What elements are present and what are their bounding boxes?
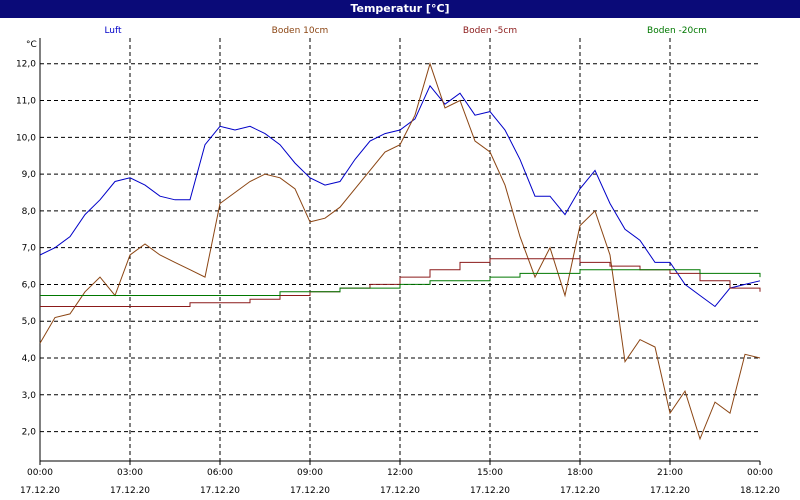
x-tick-date-label: 17.12.20 [650, 486, 690, 496]
grid-layer [40, 38, 760, 461]
x-tick-date-label: 17.12.20 [20, 486, 60, 496]
series-line [39, 84, 761, 308]
x-tick-time-label: 00:00 [747, 468, 773, 478]
series-line [39, 62, 761, 441]
legend-entry: Luft [104, 26, 122, 36]
x-tick-time-label: 03:00 [117, 468, 143, 478]
y-tick-label: 10,0 [16, 133, 36, 143]
y-tick-label: 4,0 [22, 354, 37, 364]
x-tick-time-label: 15:00 [477, 468, 503, 478]
y-axis-unit-label: °C [26, 40, 37, 50]
x-tick-time-label: 09:00 [297, 468, 323, 478]
y-tick-label: 2,0 [22, 428, 37, 438]
y-tick-label: 11,0 [16, 97, 36, 107]
x-tick-date-label: 17.12.20 [560, 486, 600, 496]
y-tick-label: 8,0 [22, 207, 37, 217]
legend-entry: Boden -20cm [647, 26, 707, 36]
x-tick-time-label: 00:00 [27, 468, 53, 478]
x-tick-date-label: 17.12.20 [110, 486, 150, 496]
y-tick-label: 12,0 [16, 60, 36, 70]
series-layer [39, 62, 761, 441]
x-tick-date-label: 17.12.20 [290, 486, 330, 496]
y-tick-label: 7,0 [22, 244, 37, 254]
x-tick-date-label: 18.12.20 [740, 486, 780, 496]
y-tick-label: 9,0 [22, 170, 37, 180]
series-line [40, 258, 761, 307]
axes-layer [39, 38, 761, 465]
legend-entry: Boden -5cm [463, 26, 517, 36]
x-tick-time-label: 12:00 [387, 468, 413, 478]
y-tick-label: 5,0 [22, 317, 37, 327]
legend-entry: Boden 10cm [272, 26, 329, 36]
series-line [40, 269, 761, 296]
y-tick-label: 3,0 [22, 391, 37, 401]
x-tick-date-label: 17.12.20 [470, 486, 510, 496]
x-tick-time-label: 06:00 [207, 468, 233, 478]
x-tick-date-label: 17.12.20 [200, 486, 240, 496]
x-tick-time-label: 21:00 [657, 468, 683, 478]
x-tick-date-label: 17.12.20 [380, 486, 420, 496]
window-title: Temperatur [°C] [0, 0, 800, 18]
y-tick-label: 6,0 [22, 280, 37, 290]
labels-layer: 2,0 3,0 4,0 5,0 6,0 7,0 8,0 9,0 10,0 11,0 12,0 00:0… [16, 26, 780, 496]
x-tick-time-label: 18:00 [567, 468, 593, 478]
